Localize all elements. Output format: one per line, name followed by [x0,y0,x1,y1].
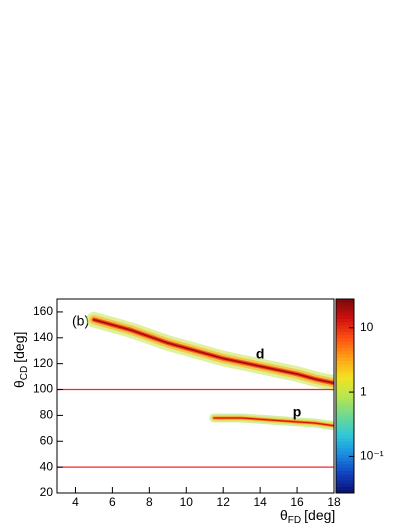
frame [56,298,335,494]
y-label-symbol: θ [11,380,27,388]
colorbar-cell [336,324,354,329]
colorbar-cell [336,408,354,413]
colorbar-cell [336,438,354,442]
colorbar-cell [336,467,354,471]
colorbar-cell [336,350,354,355]
x-label-sub: FD [288,515,301,526]
x-tick-label: 6 [109,495,116,509]
colorbar-cell [336,328,354,332]
colorbar-cell [336,480,354,484]
x-tick-label: 14 [253,495,267,509]
colorbar-cell [336,370,354,374]
colorbar-cell [336,441,354,445]
colorbar-cell [336,396,354,400]
colorbar-cell [336,470,354,475]
x-tick-label: 10 [180,495,194,509]
y-tick-label: 140 [33,330,53,344]
colorbar-cell [336,450,354,455]
density-band [213,417,334,427]
x-tick-label: 12 [217,495,231,509]
x-tick-label: 4 [72,495,79,509]
colorbar-cell [336,412,354,416]
colorbar-cell [336,357,354,361]
colorbar-cell [336,363,354,368]
colorbar-cell [336,421,354,426]
colorbar-cell [336,386,354,391]
colorbar-cell [336,299,354,303]
colorbar-cell [336,347,354,352]
colorbar-cell [336,402,354,407]
colorbar-cell [336,483,354,488]
colorbar-cell [336,305,354,310]
x-axis-label: θFD [deg] [280,507,335,526]
colorbar-cell [336,353,354,358]
colorbar-cell [336,476,354,481]
colorbar-cell [336,379,354,384]
colorbar-cell [336,392,354,397]
y-tick-label: 100 [33,382,53,396]
band-label: d [256,346,265,362]
density-band [93,319,334,384]
colorbar-cell [336,318,354,323]
colorbar-cell [336,415,354,420]
colorbar-cell [336,373,354,378]
y-label-sub: CD [19,366,30,380]
z-tick-label: 1 [360,384,367,398]
x-label-symbol: θ [280,507,288,523]
colorbar-frame [335,298,355,494]
colorbar-cell [336,425,354,429]
plot-area [57,299,334,493]
colorbar-cell [336,376,354,381]
colorbar-cell [336,389,354,394]
colorbar-cell [336,486,354,491]
colorbar-cell [336,489,354,494]
band-label: p [293,403,302,419]
x-tick-label: 8 [146,495,153,509]
y-tick-label: 160 [33,304,53,318]
colorbar-cell [336,463,354,468]
y-tick-label: 120 [33,356,53,370]
plot-layer [86,311,334,431]
colorbar-cell [336,418,354,423]
colorbar-cell [336,334,354,339]
annotation: (b) [72,313,89,329]
colorbar-cell [336,383,354,387]
y-axis-label: θCD [deg] [11,332,30,388]
colorbar-cell [336,344,354,348]
y-tick-label: 80 [40,408,54,422]
colorbar-cell [336,302,354,306]
x-tick-label: 16 [290,495,304,509]
x-label-unit: [deg] [304,507,335,523]
z-tick-label: 10⁻¹ [360,449,384,463]
colorbar-cell [336,460,354,465]
x-tick-label: 18 [327,495,341,509]
colorbar-cell [336,360,354,365]
y-tick-label: 20 [40,485,54,499]
colorbar-cell [336,366,354,371]
colorbar-cell [336,337,354,342]
colorbar-cell [336,399,354,403]
colorbar-cell [336,454,354,458]
y-label-unit: [deg] [11,332,27,363]
colorbar-cell [336,311,354,316]
y-tick-label: 40 [40,459,54,473]
colorbar-cell [336,428,354,433]
colorbar-cell [336,434,354,439]
z-tick-label: 10 [360,320,374,334]
y-tick-label: 60 [40,433,54,447]
colorbar-cell [336,457,354,462]
colorbar-cell [336,341,354,345]
colorbar-cell [336,331,354,336]
colorbar-cell [336,405,354,410]
colorbar-cell [336,444,354,449]
colorbar-cell [336,321,354,326]
colorbar-cell [336,447,354,452]
colorbar-cell [336,308,354,313]
colorbar-cell [336,315,354,319]
colorbar-cell [336,473,354,478]
colorbar-cell [336,431,354,436]
